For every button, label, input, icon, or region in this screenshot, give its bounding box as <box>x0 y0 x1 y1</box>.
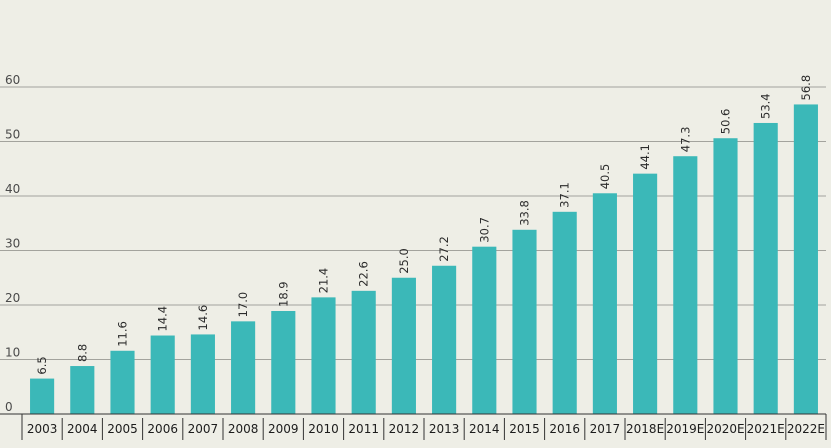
x-tick-label: 2005 <box>107 422 138 436</box>
bar <box>30 378 55 414</box>
x-tick-label: 2015 <box>509 422 540 436</box>
x-tick-label: 2011 <box>348 422 379 436</box>
data-label: 37.1 <box>558 182 572 208</box>
data-label: 56.8 <box>799 75 813 101</box>
data-label: 33.8 <box>518 200 532 226</box>
x-tick-label: 2012 <box>389 422 420 436</box>
bar <box>311 297 336 414</box>
data-label: 17.0 <box>236 292 250 318</box>
data-label: 21.4 <box>317 268 331 294</box>
data-label: 18.9 <box>276 281 290 307</box>
data-label: 8.8 <box>75 344 89 362</box>
y-tick-label: 20 <box>5 291 20 305</box>
x-tick-label: 2006 <box>147 422 178 436</box>
x-tick-label: 2007 <box>188 422 219 436</box>
x-tick-label: 2021E <box>747 422 785 436</box>
data-label: 44.1 <box>638 144 652 170</box>
x-tick-label: 2014 <box>469 422 500 436</box>
x-tick-label: 2013 <box>429 422 460 436</box>
x-tick-label: 2010 <box>308 422 339 436</box>
data-label: 47.3 <box>678 127 692 153</box>
bar <box>472 246 497 414</box>
data-label: 11.6 <box>116 321 130 347</box>
bar <box>351 290 376 414</box>
x-tick-label: 2018E <box>626 422 664 436</box>
bar <box>231 321 256 414</box>
data-label: 14.4 <box>156 306 170 332</box>
x-axis: 2003 2004 2005 2006 2007 2008 2009 2010 2011 2012… <box>0 413 827 440</box>
bar <box>673 156 698 414</box>
y-tick-label: 60 <box>5 73 20 87</box>
bar <box>713 138 738 415</box>
bar <box>110 350 135 414</box>
x-tick-label: 2022E <box>787 422 825 436</box>
data-label: 53.4 <box>759 93 773 119</box>
data-label: 50.6 <box>719 109 733 135</box>
bar <box>753 122 778 414</box>
y-tick-label: 10 <box>5 346 20 360</box>
data-label: 30.7 <box>477 217 491 243</box>
x-tick-label: 2003 <box>27 422 58 436</box>
y-tick-label: 0 <box>5 400 13 414</box>
data-label: 6.5 <box>35 356 49 374</box>
bar <box>271 310 296 414</box>
bar <box>391 277 416 414</box>
data-label: 25.0 <box>397 248 411 274</box>
x-tick-label: 2019E <box>666 422 704 436</box>
data-label: 40.5 <box>598 164 612 190</box>
data-label: 22.6 <box>357 261 371 287</box>
bar <box>150 335 175 414</box>
x-tick-label: 2008 <box>228 422 259 436</box>
data-labels: 6.5 8.8 11.6 14.4 14.6 17.0 18.9 21.4 22.6 25.0 27… <box>35 75 813 375</box>
y-tick-label: 30 <box>5 237 20 251</box>
bar <box>70 366 95 414</box>
bar <box>512 229 537 414</box>
y-tick-label: 40 <box>5 182 20 196</box>
bar <box>432 265 457 414</box>
y-tick-label: 50 <box>5 128 20 142</box>
bar <box>793 104 818 414</box>
x-tick-label: 2016 <box>549 422 580 436</box>
x-tick-label: 2017 <box>590 422 621 436</box>
bar <box>592 193 617 414</box>
bar <box>190 334 215 414</box>
x-tick-label: 2004 <box>67 422 98 436</box>
bar <box>552 211 577 414</box>
x-tick-label: 2020E <box>706 422 744 436</box>
x-tick-label: 2009 <box>268 422 299 436</box>
data-label: 14.6 <box>196 305 210 331</box>
bars <box>30 104 818 415</box>
bar <box>633 173 658 414</box>
data-label: 27.2 <box>437 236 451 262</box>
